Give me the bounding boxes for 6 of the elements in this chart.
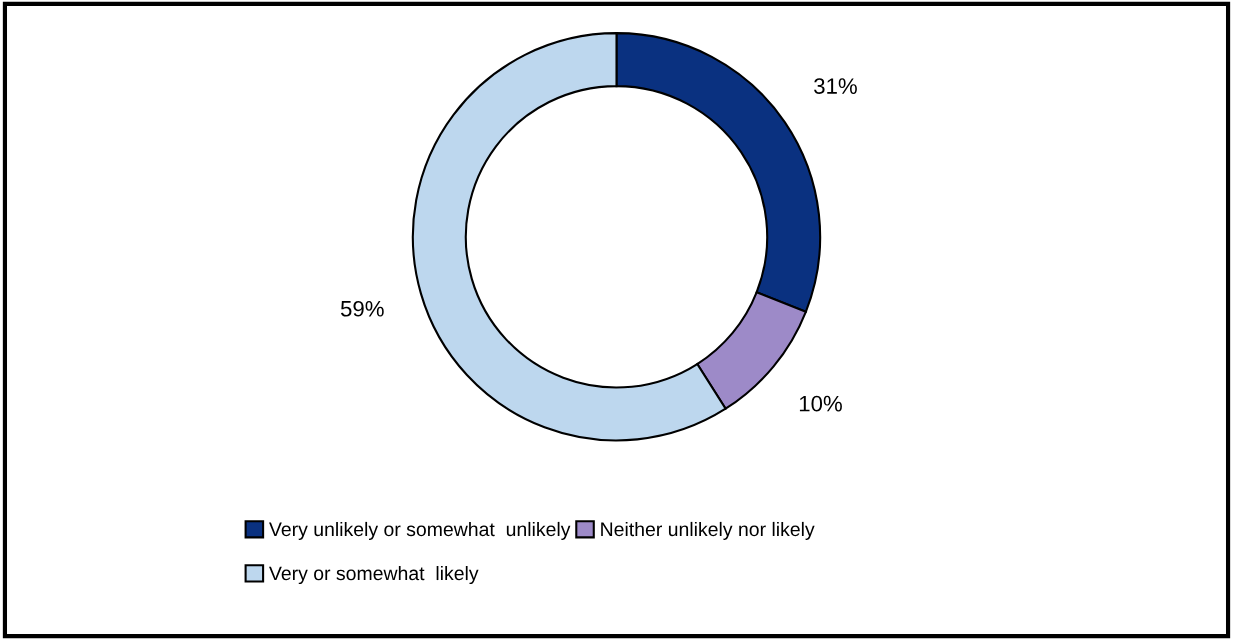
data-label: 59%: [340, 300, 384, 317]
data-label: 10%: [799, 395, 842, 412]
legend-label: Neither unlikely nor likely: [601, 521, 815, 541]
legend-label: Very unlikely or somewhat unlikely: [269, 521, 571, 541]
legend-label: Very or somewhat likely: [269, 565, 479, 585]
data-label: 31%: [814, 78, 857, 94]
